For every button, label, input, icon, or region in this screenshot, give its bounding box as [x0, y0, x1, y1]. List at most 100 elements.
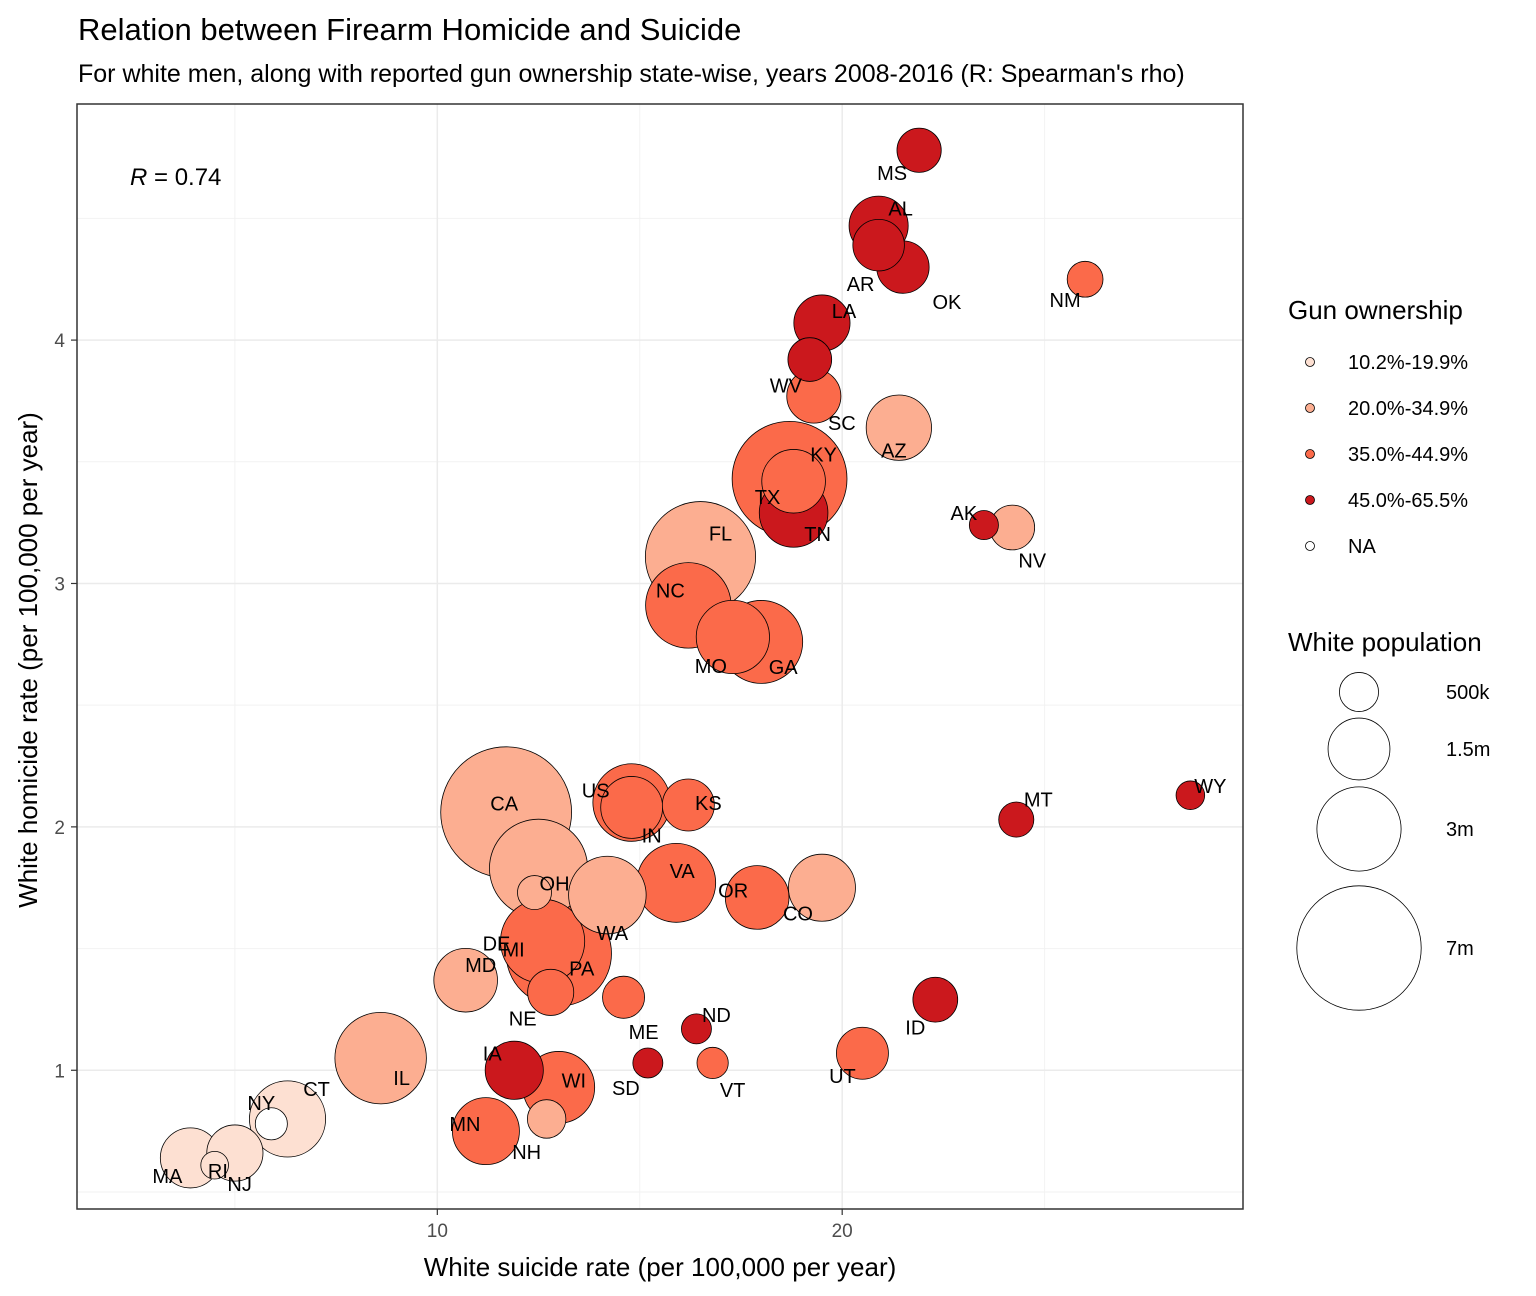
- point-label-ia: IA: [483, 1043, 503, 1065]
- point-label-id: ID: [905, 1018, 925, 1040]
- x-axis: 10 20: [427, 1209, 853, 1242]
- legend-key-population: [1316, 786, 1402, 872]
- y-tick-label: 1: [54, 1061, 65, 1082]
- data-point-ks: [661, 778, 715, 832]
- point-label-ak: AK: [951, 503, 978, 525]
- point-label-layer: MS AL AR OK NM LA WV SC AZ KY TX TN AK NV FL NC MO GA CA US…: [76, 103, 1244, 1210]
- data-point-ky: [761, 449, 826, 514]
- population-legend-title: White population: [1288, 627, 1482, 657]
- point-label-ct: CT: [303, 1079, 330, 1101]
- point-label-il: IL: [393, 1068, 410, 1090]
- data-point-de: [517, 875, 552, 911]
- point-label-pa: PA: [569, 958, 595, 980]
- legend-label-population: 3m: [1446, 819, 1474, 841]
- point-label-tn: TN: [804, 524, 831, 546]
- point-label-ky: KY: [810, 444, 837, 466]
- point-label-fl: FL: [709, 524, 732, 546]
- data-point-wa: [568, 855, 647, 935]
- legend-label-gun-ownership: 45.0%-65.5%: [1348, 490, 1468, 512]
- point-label-mi: MI: [502, 939, 524, 961]
- point-label-nh: NH: [512, 1142, 541, 1164]
- point-label-nc: NC: [656, 580, 685, 602]
- legend-label-gun-ownership: 20.0%-34.9%: [1348, 398, 1468, 420]
- y-axis: 1 2 3 4: [54, 331, 77, 1082]
- data-point-vt: [696, 1046, 729, 1080]
- legend-label-gun-ownership: 10.2%-19.9%: [1348, 352, 1468, 374]
- point-label-nj: NJ: [227, 1174, 251, 1196]
- point-label-us: US: [582, 781, 610, 803]
- data-point-sd: [632, 1047, 664, 1079]
- data-point-mo: [695, 599, 770, 675]
- legend-key-gun-ownership: [1305, 495, 1315, 505]
- legend-label-population: 7m: [1446, 938, 1474, 960]
- chart-subtitle: For white men, along with reported gun o…: [78, 60, 1185, 88]
- point-label-wi: WI: [562, 1070, 586, 1092]
- point-label-ca: CA: [490, 793, 518, 815]
- point-label-co: CO: [783, 904, 813, 926]
- data-point-co: [788, 853, 856, 922]
- data-point-wy: [1175, 780, 1206, 810]
- point-label-ma: MA: [152, 1166, 183, 1188]
- point-label-wv: WV: [770, 376, 803, 398]
- point-label-ga: GA: [769, 657, 799, 679]
- legend-label-population: 500k: [1446, 682, 1490, 704]
- point-label-ri: RI: [208, 1161, 228, 1183]
- point-layer: [159, 127, 1206, 1189]
- point-label-nd: ND: [702, 1005, 731, 1027]
- y-tick-label: 2: [54, 818, 65, 839]
- legend-label-population: 1.5m: [1446, 739, 1490, 761]
- population-legend: White population 500k 1.5m 3m 7m: [1288, 627, 1490, 1011]
- point-label-mt: MT: [1024, 790, 1053, 812]
- data-point-ar: [852, 218, 905, 272]
- data-point-ak: [968, 510, 999, 541]
- legend-key-population: [1296, 885, 1422, 1011]
- gun-ownership-legend: Gun ownership 10.2%-19.9% 20.0%-34.9% 35.0…: [1288, 295, 1468, 558]
- point-label-ks: KS: [695, 793, 722, 815]
- point-label-ar: AR: [847, 274, 875, 296]
- spearman-annotation: R = 0.74: [130, 164, 221, 191]
- data-point-az: [865, 394, 932, 461]
- x-axis-title: White suicide rate (per 100,000 per year…: [424, 1252, 897, 1282]
- data-point-ny: [254, 1107, 288, 1141]
- data-point-nj: [200, 1150, 229, 1180]
- point-label-mo: MO: [695, 656, 727, 678]
- point-label-nv: NV: [1018, 551, 1046, 573]
- chart-title: Relation between Firearm Homicide and Su…: [78, 12, 742, 47]
- legend-key-gun-ownership: [1305, 403, 1315, 413]
- point-label-nm: NM: [1050, 290, 1081, 312]
- data-point-ne: [527, 968, 575, 1016]
- data-point-nh: [526, 1099, 567, 1139]
- point-label-la: LA: [832, 301, 857, 323]
- data-point-md: [433, 947, 498, 1013]
- point-label-sd: SD: [612, 1078, 640, 1100]
- legend-key-gun-ownership: [1305, 357, 1315, 367]
- point-label-de: DE: [483, 934, 511, 956]
- point-label-ms: MS: [877, 163, 907, 185]
- data-point-wv: [787, 337, 833, 382]
- data-point-ut: [836, 1026, 889, 1080]
- legend-key-gun-ownership: [1305, 541, 1315, 551]
- data-point-nm: [1066, 260, 1104, 298]
- y-tick-label: 3: [54, 574, 65, 595]
- point-label-vt: VT: [720, 1080, 746, 1102]
- legend-key-population: [1327, 717, 1391, 781]
- point-label-al: AL: [888, 199, 912, 221]
- gun-ownership-legend-title: Gun ownership: [1288, 295, 1463, 325]
- plot-panel: [77, 104, 1243, 1209]
- point-label-az: AZ: [881, 441, 907, 463]
- point-label-oh: OH: [540, 873, 570, 895]
- y-tick-label: 4: [54, 331, 65, 352]
- point-label-ok: OK: [932, 292, 962, 314]
- data-point-mt: [998, 801, 1035, 838]
- point-label-va: VA: [670, 861, 696, 883]
- point-label-mn: MN: [449, 1114, 480, 1136]
- panel-background: [77, 104, 1243, 1209]
- x-tick-label: 20: [832, 1221, 853, 1242]
- y-axis-title: White homicide rate (per 100,000 per yea…: [13, 412, 43, 908]
- legend-key-population: [1339, 672, 1379, 712]
- legend-key-gun-ownership: [1305, 449, 1315, 459]
- point-label-in: IN: [642, 825, 662, 847]
- point-label-wy: WY: [1194, 776, 1226, 798]
- point-label-me: ME: [629, 1022, 659, 1044]
